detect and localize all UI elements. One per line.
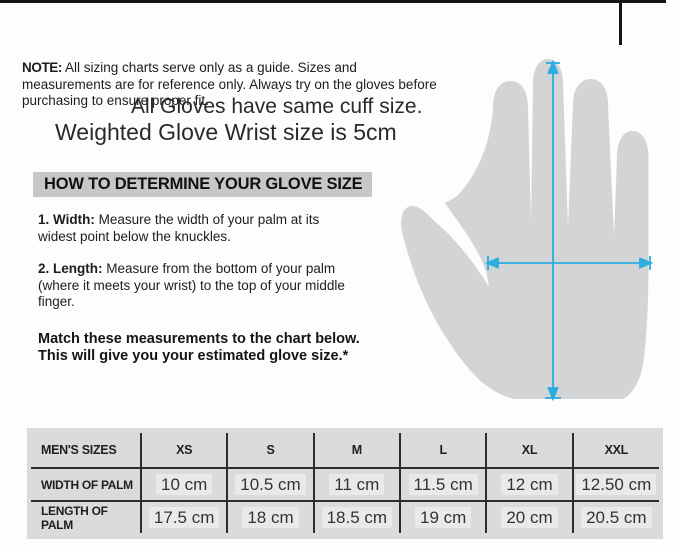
col-header-s: S	[226, 433, 314, 468]
length-value-xl: 20 cm	[485, 500, 573, 533]
value: 12.50 cm	[576, 473, 657, 495]
col-header-xs: XS	[139, 433, 228, 468]
value: 20.5 cm	[581, 506, 652, 528]
match-line-2: This will give you your estimated glove …	[38, 348, 349, 364]
match-instruction: Match these measurements to the chart be…	[38, 331, 398, 365]
value: 10.5 cm	[235, 473, 306, 495]
row-label-length: LENGTH OF PALM	[31, 500, 141, 533]
width-value-xs: 10 cm	[139, 467, 228, 501]
top-vertical-tick	[619, 3, 622, 45]
width-value-m: 11 cm	[312, 467, 400, 501]
length-value-xxl: 20.5 cm	[571, 500, 659, 533]
note-label: NOTE:	[22, 60, 62, 75]
step-width-text: Measure the width of your palm at its wi…	[38, 212, 320, 244]
value: 10 cm	[156, 473, 213, 495]
width-value-l: 11.5 cm	[398, 467, 487, 501]
length-value-xs: 17.5 cm	[139, 500, 228, 533]
step-length: 2. Length: Measure from the bottom of yo…	[38, 261, 370, 311]
cuff-size-note: All Gloves have same cuff size.	[131, 95, 423, 118]
row-label-width: WIDTH OF PALM	[31, 467, 141, 501]
width-value-s: 10.5 cm	[226, 467, 314, 501]
width-measure-arrow	[484, 256, 654, 270]
note-paragraph: NOTE: All sizing charts serve only as a …	[22, 60, 446, 110]
wrist-size-note: Weighted Glove Wrist size is 5cm	[55, 119, 397, 145]
width-value-xl: 12 cm	[485, 467, 573, 501]
length-of-palm-row: LENGTH OF PALM 17.5 cm 18 cm 18.5 cm 19 …	[31, 500, 659, 533]
col-header-xxl: XXL	[571, 433, 659, 468]
length-value-s: 18 cm	[226, 500, 314, 533]
length-value-l: 19 cm	[398, 500, 487, 533]
value: 18.5 cm	[321, 506, 393, 528]
width-value-xxl: 12.50 cm	[571, 467, 659, 501]
size-chart-table: MEN'S SIZES XS S M L XL XXL WIDTH OF PAL…	[31, 433, 659, 533]
value: 11.5 cm	[408, 473, 478, 495]
size-chart-header-row: MEN'S SIZES XS S M L XL XXL	[31, 433, 659, 468]
value: 11 cm	[329, 473, 385, 495]
hand-measurement-diagram	[401, 59, 654, 402]
value: 12 cm	[501, 473, 558, 495]
step-length-label: 2. Length:	[38, 261, 103, 276]
step-length-text: Measure from the bottom of your palm (wh…	[38, 261, 345, 309]
note-text: All sizing charts serve only as a guide.…	[22, 60, 437, 108]
value: 18 cm	[242, 506, 299, 528]
size-chart-title: MEN'S SIZES	[41, 443, 117, 457]
col-header-xl: XL	[485, 433, 573, 468]
hand-silhouette	[401, 59, 649, 399]
value: 19 cm	[415, 506, 472, 528]
col-header-m: M	[312, 433, 400, 468]
section-heading: HOW TO DETERMINE YOUR GLOVE SIZE	[33, 172, 372, 197]
size-chart: MEN'S SIZES XS S M L XL XXL WIDTH OF PAL…	[27, 428, 663, 539]
step-width: 1. Width: Measure the width of your palm…	[38, 212, 350, 245]
value: 20 cm	[501, 506, 558, 528]
value: 17.5 cm	[148, 506, 220, 528]
top-divider-line	[0, 0, 666, 3]
col-header-l: L	[398, 433, 487, 468]
match-line-1: Match these measurements to the chart be…	[38, 331, 360, 347]
step-width-label: 1. Width:	[38, 212, 95, 227]
length-value-m: 18.5 cm	[312, 500, 400, 533]
width-of-palm-row: WIDTH OF PALM 10 cm 10.5 cm 11 cm 11.5 c…	[31, 467, 659, 501]
length-measure-arrow	[545, 59, 561, 402]
